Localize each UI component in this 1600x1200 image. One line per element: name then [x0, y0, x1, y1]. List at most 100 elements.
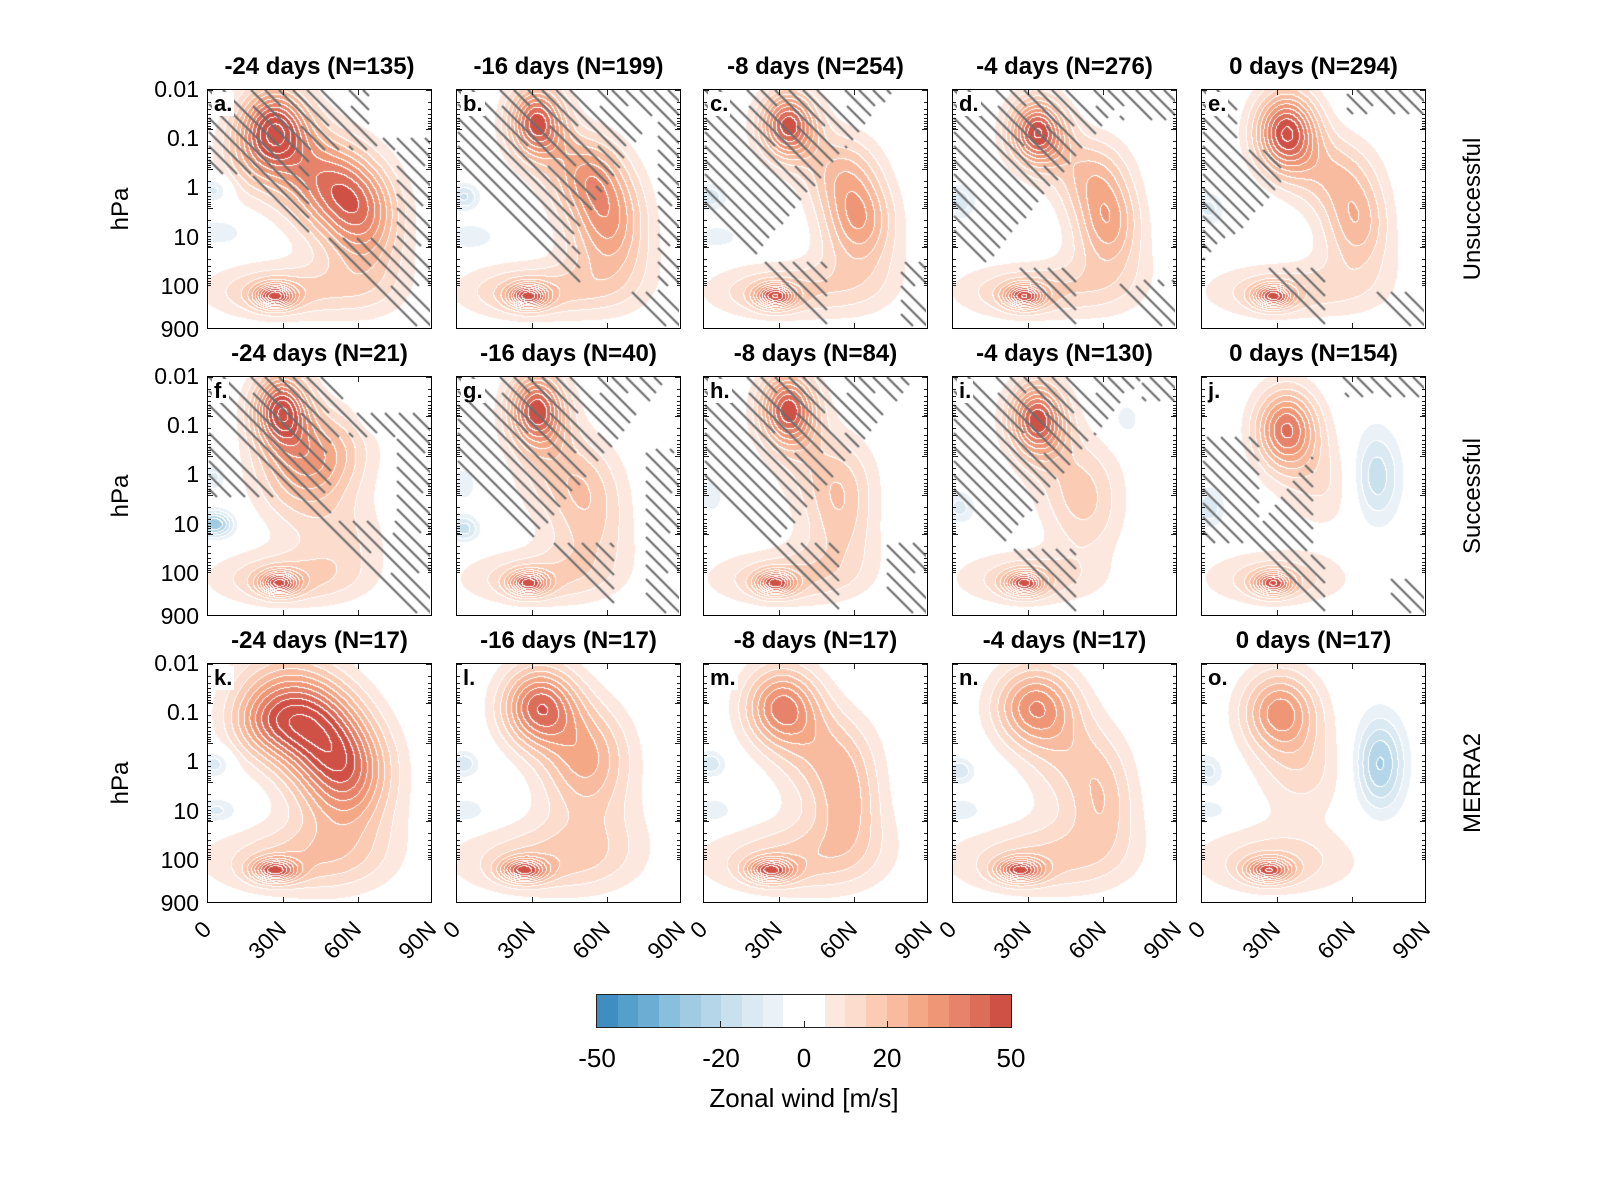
y-minor-tick: [428, 453, 431, 455]
y-minor-tick: [924, 410, 927, 412]
y-minor-tick: [924, 156, 927, 158]
y-minor-tick: [428, 736, 431, 738]
y-minor-tick: [677, 493, 680, 495]
y-minor-tick: [1171, 168, 1176, 170]
y-minor-tick: [704, 738, 707, 740]
y-minor-tick: [208, 775, 211, 777]
y-minor-tick: [1173, 108, 1176, 110]
y-minor-tick: [953, 108, 956, 110]
y-minor-tick: [677, 530, 680, 532]
y-minor-tick: [208, 766, 211, 768]
x-tick: [779, 90, 780, 95]
y-minor-tick: [1173, 727, 1176, 729]
y-minor-tick: [428, 528, 431, 530]
y-minor-tick: [1202, 770, 1205, 772]
y-minor-tick: [1422, 697, 1425, 699]
y-minor-tick: [1422, 127, 1425, 129]
y-minor-tick: [953, 805, 956, 807]
y-minor-tick: [924, 522, 927, 524]
y-minor-tick: [208, 493, 211, 495]
y-minor-tick: [1422, 153, 1425, 155]
y-minor-tick: [1202, 495, 1207, 497]
y-minor-tick: [704, 766, 707, 768]
y-minor-tick: [1173, 687, 1176, 689]
y-minor-tick: [704, 108, 707, 110]
y-minor-tick: [704, 558, 707, 560]
y-minor-tick: [953, 518, 956, 520]
x-tick: [854, 610, 855, 615]
colorbar-tick-mark: [886, 1021, 888, 1027]
y-minor-tick: [457, 108, 460, 110]
y-minor-tick: [457, 377, 462, 378]
y-minor-tick: [1202, 168, 1207, 170]
y-minor-tick: [1422, 274, 1425, 276]
y-minor-tick: [704, 740, 707, 742]
x-tick-label: 60N: [317, 915, 367, 965]
y-minor-tick: [677, 449, 680, 451]
y-minor-tick: [208, 778, 211, 780]
y-minor-tick: [924, 284, 927, 286]
y-minor-tick: [1173, 159, 1176, 161]
y-minor-tick: [428, 278, 431, 280]
y-minor-tick: [1422, 727, 1425, 729]
y-minor-tick: [1173, 435, 1176, 437]
y-minor-tick: [953, 164, 956, 166]
y-minor-tick: [1422, 761, 1425, 763]
colorbar-bin: [617, 995, 639, 1027]
x-tick: [607, 610, 608, 615]
y-minor-tick: [428, 852, 431, 854]
y-minor-tick: [677, 740, 680, 742]
y-minor-tick: [208, 848, 211, 850]
y-minor-tick: [208, 259, 211, 261]
y-minor-tick: [208, 703, 213, 705]
y-minor-tick: [1422, 156, 1425, 158]
y-minor-tick: [953, 848, 956, 850]
y-minor-tick: [208, 455, 213, 457]
y-minor-tick: [704, 733, 707, 735]
y-minor-tick: [208, 664, 213, 665]
y-minor-tick: [922, 416, 927, 418]
y-minor-tick: [1202, 159, 1205, 161]
y-minor-tick: [1171, 664, 1176, 665]
y-minor-tick: [1202, 410, 1205, 412]
x-tick: [1352, 664, 1353, 669]
x-tick: [532, 897, 533, 902]
colorbar-tick-label: -50: [578, 1043, 616, 1073]
panel-title: 0 days (N=154): [1229, 340, 1398, 367]
panel-letter: m.: [708, 665, 738, 690]
significance-hatching: [953, 377, 1175, 614]
y-minor-tick: [953, 407, 956, 409]
y-minor-tick: [924, 153, 927, 155]
colorbar-bin: [721, 995, 742, 1027]
y-minor-tick: [208, 479, 211, 481]
y-minor-tick: [1173, 196, 1176, 198]
y-minor-tick: [1202, 694, 1205, 696]
y-minor-tick: [953, 730, 956, 732]
colorbar-tick-label: 0: [796, 1043, 812, 1073]
y-minor-tick: [924, 699, 927, 701]
y-minor-tick: [924, 164, 927, 166]
y-minor-tick: [208, 412, 211, 414]
y-minor-tick: [1173, 491, 1176, 493]
y-minor-tick: [208, 488, 211, 490]
significance-hatching: [208, 90, 430, 327]
y-minor-tick: [953, 113, 956, 115]
y-minor-tick: [208, 159, 211, 161]
y-minor-tick: [1202, 414, 1205, 416]
y-minor-tick: [428, 196, 431, 198]
y-minor-tick: [426, 168, 431, 170]
y-minor-tick: [1422, 845, 1425, 847]
y-minor-tick: [457, 451, 460, 453]
y-minor-tick: [1171, 377, 1176, 378]
panel-d: d.: [952, 89, 1177, 329]
y-minor-tick: [677, 754, 680, 756]
y-minor-tick: [1173, 113, 1176, 115]
y-minor-tick: [1202, 845, 1205, 847]
y-minor-tick: [1171, 495, 1176, 497]
x-tick-label: 60N: [813, 915, 863, 965]
y-minor-tick: [677, 400, 680, 402]
y-minor-tick: [1202, 416, 1207, 418]
y-minor-tick: [1420, 416, 1425, 418]
y-minor-tick: [457, 491, 460, 493]
y-minor-tick: [428, 682, 431, 684]
